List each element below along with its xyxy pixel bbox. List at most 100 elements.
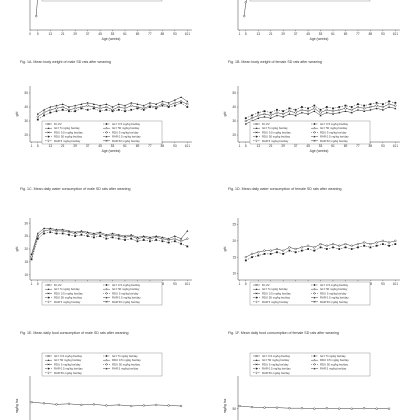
chart-svg-fig1c: 1 5 13 21 29 37 45 53 61 69 77 85 93 101 20 30 40 50 Age (… (15, 86, 192, 191)
legend-label: RDU 5 mg/kg bw/day (112, 130, 139, 134)
legend-marker (47, 359, 50, 361)
x-tick-label: 5 (245, 282, 247, 286)
x-tick-label: 45 (98, 32, 102, 36)
legend-label: GLY 5 mg/kg bw/day (54, 126, 80, 130)
data-point (338, 407, 341, 410)
data-point (338, 111, 341, 114)
y-tick-label: 10 (232, 272, 236, 276)
data-point (148, 101, 151, 104)
data-point (263, 252, 266, 255)
data-point (313, 107, 316, 110)
legend-entry: GLY 50 mg/kg bw/day (103, 126, 140, 130)
legend-label: RDU 50 mg/kg bw/day (54, 135, 83, 139)
y-tick-label: 15 (24, 260, 28, 264)
x-tick-label: 45 (306, 144, 310, 148)
legend-marker (47, 131, 50, 134)
data-point (369, 243, 372, 246)
x-tick-label: 29 (73, 32, 77, 36)
legend-label: GLY 0.5 mg/kg bw/day (112, 122, 141, 126)
data-point (173, 104, 176, 107)
data-point (167, 237, 170, 240)
legend-entry: GLY 0.5 mg/kg bw/day (45, 354, 83, 358)
data-point (325, 108, 328, 111)
legend-label: GLY 50 mg/kg bw/day (320, 126, 348, 130)
legend-entry: RDU 0.5 mg/kg bw/day (45, 291, 83, 295)
legend-marker (105, 131, 108, 134)
data-point (319, 246, 322, 249)
x-tick-label: 93 (173, 32, 177, 36)
legend-entry: RAR 0.5 mg/kg bw/day (311, 135, 349, 139)
data-point (325, 106, 328, 108)
y-axis-label: mg/kg bw (15, 398, 19, 413)
legend-entry: RDU 5 mg/kg bw/day (103, 291, 139, 295)
data-point (269, 252, 272, 255)
data-point (105, 103, 108, 106)
data-point (375, 244, 378, 247)
data-point (338, 244, 341, 247)
data-point (117, 237, 120, 240)
data-point (36, 118, 39, 121)
x-tick-label: 93 (381, 282, 385, 286)
data-point (325, 248, 328, 250)
legend-label: RDU 50 mg/kg bw/day (54, 296, 83, 300)
data-point (80, 107, 83, 110)
x-tick-label: 1 (31, 144, 33, 148)
data-point (155, 235, 158, 237)
legend-box (249, 281, 371, 306)
legend-marker (255, 359, 258, 361)
data-point (350, 111, 353, 114)
data-point (325, 244, 328, 247)
legend-entry: RAR 5 mg/kg bw/day (103, 367, 139, 371)
x-tick-label: 101 (185, 32, 191, 36)
data-point (161, 236, 164, 239)
data-point (123, 107, 127, 110)
data-point (319, 243, 322, 246)
data-point (375, 104, 378, 107)
data-point (92, 232, 95, 235)
legend-entry: RDU 50 mg/kg bw/day (253, 135, 291, 139)
x-tick-label: 21 (61, 32, 65, 36)
data-point (86, 104, 89, 107)
data-point (288, 249, 291, 252)
legend-entry: GLY 5 mg/kg bw/day (103, 354, 138, 358)
x-tick-label: 101 (393, 282, 399, 286)
data-point (167, 101, 170, 104)
data-point (180, 237, 183, 240)
legend-entry: GLY 5 mg/kg bw/day (45, 287, 80, 291)
legend-label: RAR 5 mg/kg bw/day (54, 139, 81, 143)
legend-entry: GLY 5 mg/kg bw/day (253, 287, 288, 291)
data-point (250, 405, 254, 409)
data-point (288, 407, 291, 410)
data-point (186, 237, 189, 240)
legend-entry: RAR 50 mg/kg bw/day (311, 139, 348, 143)
data-point (300, 111, 303, 114)
data-point (244, 117, 247, 120)
data-point (142, 404, 145, 407)
x-tick-label: 53 (111, 32, 115, 36)
data-point (124, 239, 126, 241)
x-tick-label: 69 (136, 32, 140, 36)
data-point (331, 110, 335, 113)
legend-marker (313, 367, 316, 370)
x-tick-label: 61 (123, 32, 127, 36)
data-point (99, 104, 102, 107)
legend-entry: RDU 5 mg/kg bw/day (45, 362, 81, 366)
legend-entry: RAR 5 mg/kg bw/day (253, 300, 289, 304)
data-point (350, 248, 353, 250)
data-point (344, 110, 347, 113)
data-point (61, 103, 64, 106)
legend-entry: RDU 5 mg/kg bw/day (103, 130, 139, 134)
legend-entry: RDU 0.5 mg/kg bw/day (103, 358, 141, 362)
data-point (68, 233, 70, 236)
data-point (92, 403, 95, 406)
legend-label: GLY 5 mg/kg bw/day (112, 354, 138, 358)
data-point (319, 114, 322, 117)
x-tick-label: 37 (86, 144, 90, 148)
x-tick-label: 0 (29, 32, 31, 36)
y-tick-label: 20 (24, 133, 28, 137)
data-point (282, 112, 285, 116)
data-point (357, 246, 359, 249)
data-point (307, 112, 310, 115)
data-point (250, 117, 254, 120)
legend-entry: RDU 0.5 mg/kg bw/day (253, 291, 291, 295)
